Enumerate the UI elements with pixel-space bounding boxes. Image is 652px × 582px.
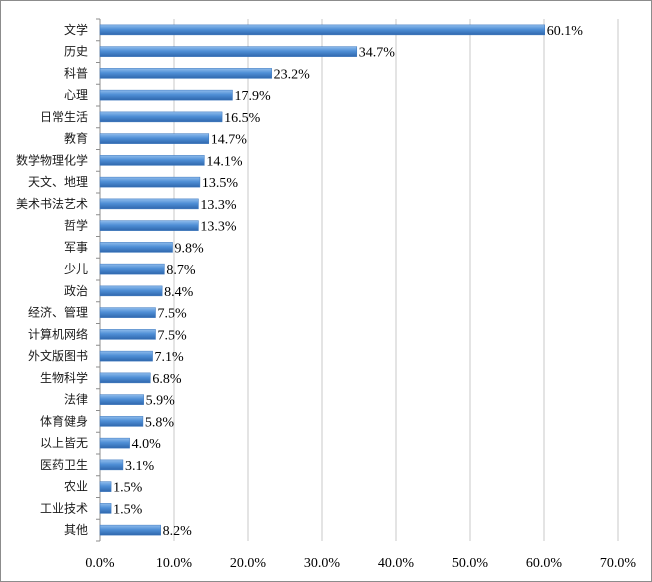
value-label: 7.5% bbox=[158, 307, 188, 322]
gridlines bbox=[96, 18, 619, 542]
value-label: 8.2% bbox=[163, 524, 193, 539]
x-tick-label: 50.0% bbox=[452, 556, 489, 571]
value-label: 7.5% bbox=[158, 328, 188, 343]
bar bbox=[99, 155, 205, 166]
value-label: 4.0% bbox=[132, 437, 162, 452]
bar bbox=[99, 220, 199, 231]
category-label: 生物科学 bbox=[40, 370, 88, 385]
category-label: 少儿 bbox=[64, 262, 88, 276]
category-label: 日常生活 bbox=[40, 110, 88, 124]
bar bbox=[99, 24, 545, 36]
category-label: 科普 bbox=[64, 66, 88, 80]
category-label: 经济、管理 bbox=[28, 305, 88, 320]
x-tick-label: 10.0% bbox=[156, 556, 193, 571]
bar bbox=[99, 524, 161, 536]
bar bbox=[99, 350, 153, 362]
category-label: 外文版图书 bbox=[28, 348, 88, 363]
bar bbox=[99, 89, 233, 101]
value-label: 13.3% bbox=[200, 198, 237, 213]
bars bbox=[99, 24, 545, 536]
value-label: 8.4% bbox=[164, 285, 194, 300]
value-label: 1.5% bbox=[113, 481, 143, 496]
value-label: 8.7% bbox=[166, 263, 196, 278]
bar bbox=[99, 242, 173, 253]
bar bbox=[99, 459, 124, 471]
bar bbox=[99, 46, 358, 57]
category-label: 体育健身 bbox=[40, 413, 88, 428]
value-label: 5.8% bbox=[145, 415, 175, 430]
value-label: 6.8% bbox=[152, 372, 182, 387]
value-label: 3.1% bbox=[125, 459, 155, 474]
bar bbox=[99, 307, 156, 318]
category-label: 工业技术 bbox=[40, 501, 88, 515]
x-tick-label: 0.0% bbox=[85, 556, 115, 571]
category-label: 哲学 bbox=[64, 218, 88, 233]
value-label: 1.5% bbox=[113, 502, 143, 517]
category-label: 教育 bbox=[64, 131, 88, 146]
bar bbox=[99, 133, 210, 144]
category-label: 数学物理化学 bbox=[16, 152, 88, 167]
bar bbox=[99, 394, 144, 405]
value-label: 13.3% bbox=[200, 220, 237, 235]
value-label: 13.5% bbox=[202, 176, 239, 191]
category-label: 军事 bbox=[64, 240, 88, 254]
x-tick-label: 70.0% bbox=[600, 556, 637, 571]
value-label: 14.1% bbox=[206, 154, 243, 169]
value-label: 16.5% bbox=[224, 111, 261, 126]
bar bbox=[99, 329, 156, 340]
value-label: 7.1% bbox=[155, 350, 185, 365]
value-label: 23.2% bbox=[274, 67, 311, 82]
category-label: 历史 bbox=[64, 45, 88, 59]
category-label: 美术书法艺术 bbox=[16, 197, 88, 211]
bar bbox=[99, 198, 199, 210]
labels: 0.0% 10.0% 20.0% 30.0% 40.0% 50.0% 60.0% 70.0% 文… bbox=[16, 22, 636, 571]
bar bbox=[99, 68, 272, 79]
bar bbox=[99, 416, 144, 427]
category-label: 天文、地理 bbox=[28, 174, 88, 189]
value-label: 60.1% bbox=[547, 24, 584, 39]
category-label: 以上皆无 bbox=[40, 436, 88, 450]
value-label: 9.8% bbox=[175, 241, 205, 256]
bar bbox=[99, 481, 112, 492]
bar bbox=[99, 285, 163, 297]
category-label: 其他 bbox=[64, 523, 88, 537]
category-label: 法律 bbox=[64, 393, 88, 407]
category-label: 政治 bbox=[64, 284, 88, 298]
bar bbox=[99, 437, 130, 449]
x-tick-label: 20.0% bbox=[230, 556, 267, 571]
value-label: 5.9% bbox=[146, 394, 176, 409]
category-label: 医药卫生 bbox=[40, 458, 88, 472]
bar bbox=[99, 263, 165, 275]
x-tick-label: 60.0% bbox=[526, 556, 563, 571]
value-label: 34.7% bbox=[359, 46, 396, 61]
bar bbox=[99, 503, 112, 514]
x-tick-label: 40.0% bbox=[378, 556, 415, 571]
bar bbox=[99, 176, 201, 188]
value-label: 17.9% bbox=[234, 89, 271, 104]
category-label: 文学 bbox=[64, 22, 88, 37]
bar bbox=[99, 372, 151, 384]
category-label: 心理 bbox=[64, 88, 88, 102]
category-label: 农业 bbox=[64, 480, 88, 494]
bar bbox=[99, 111, 223, 123]
category-label: 计算机网络 bbox=[28, 326, 88, 341]
x-tick-label: 30.0% bbox=[304, 556, 341, 571]
value-label: 14.7% bbox=[211, 133, 248, 148]
